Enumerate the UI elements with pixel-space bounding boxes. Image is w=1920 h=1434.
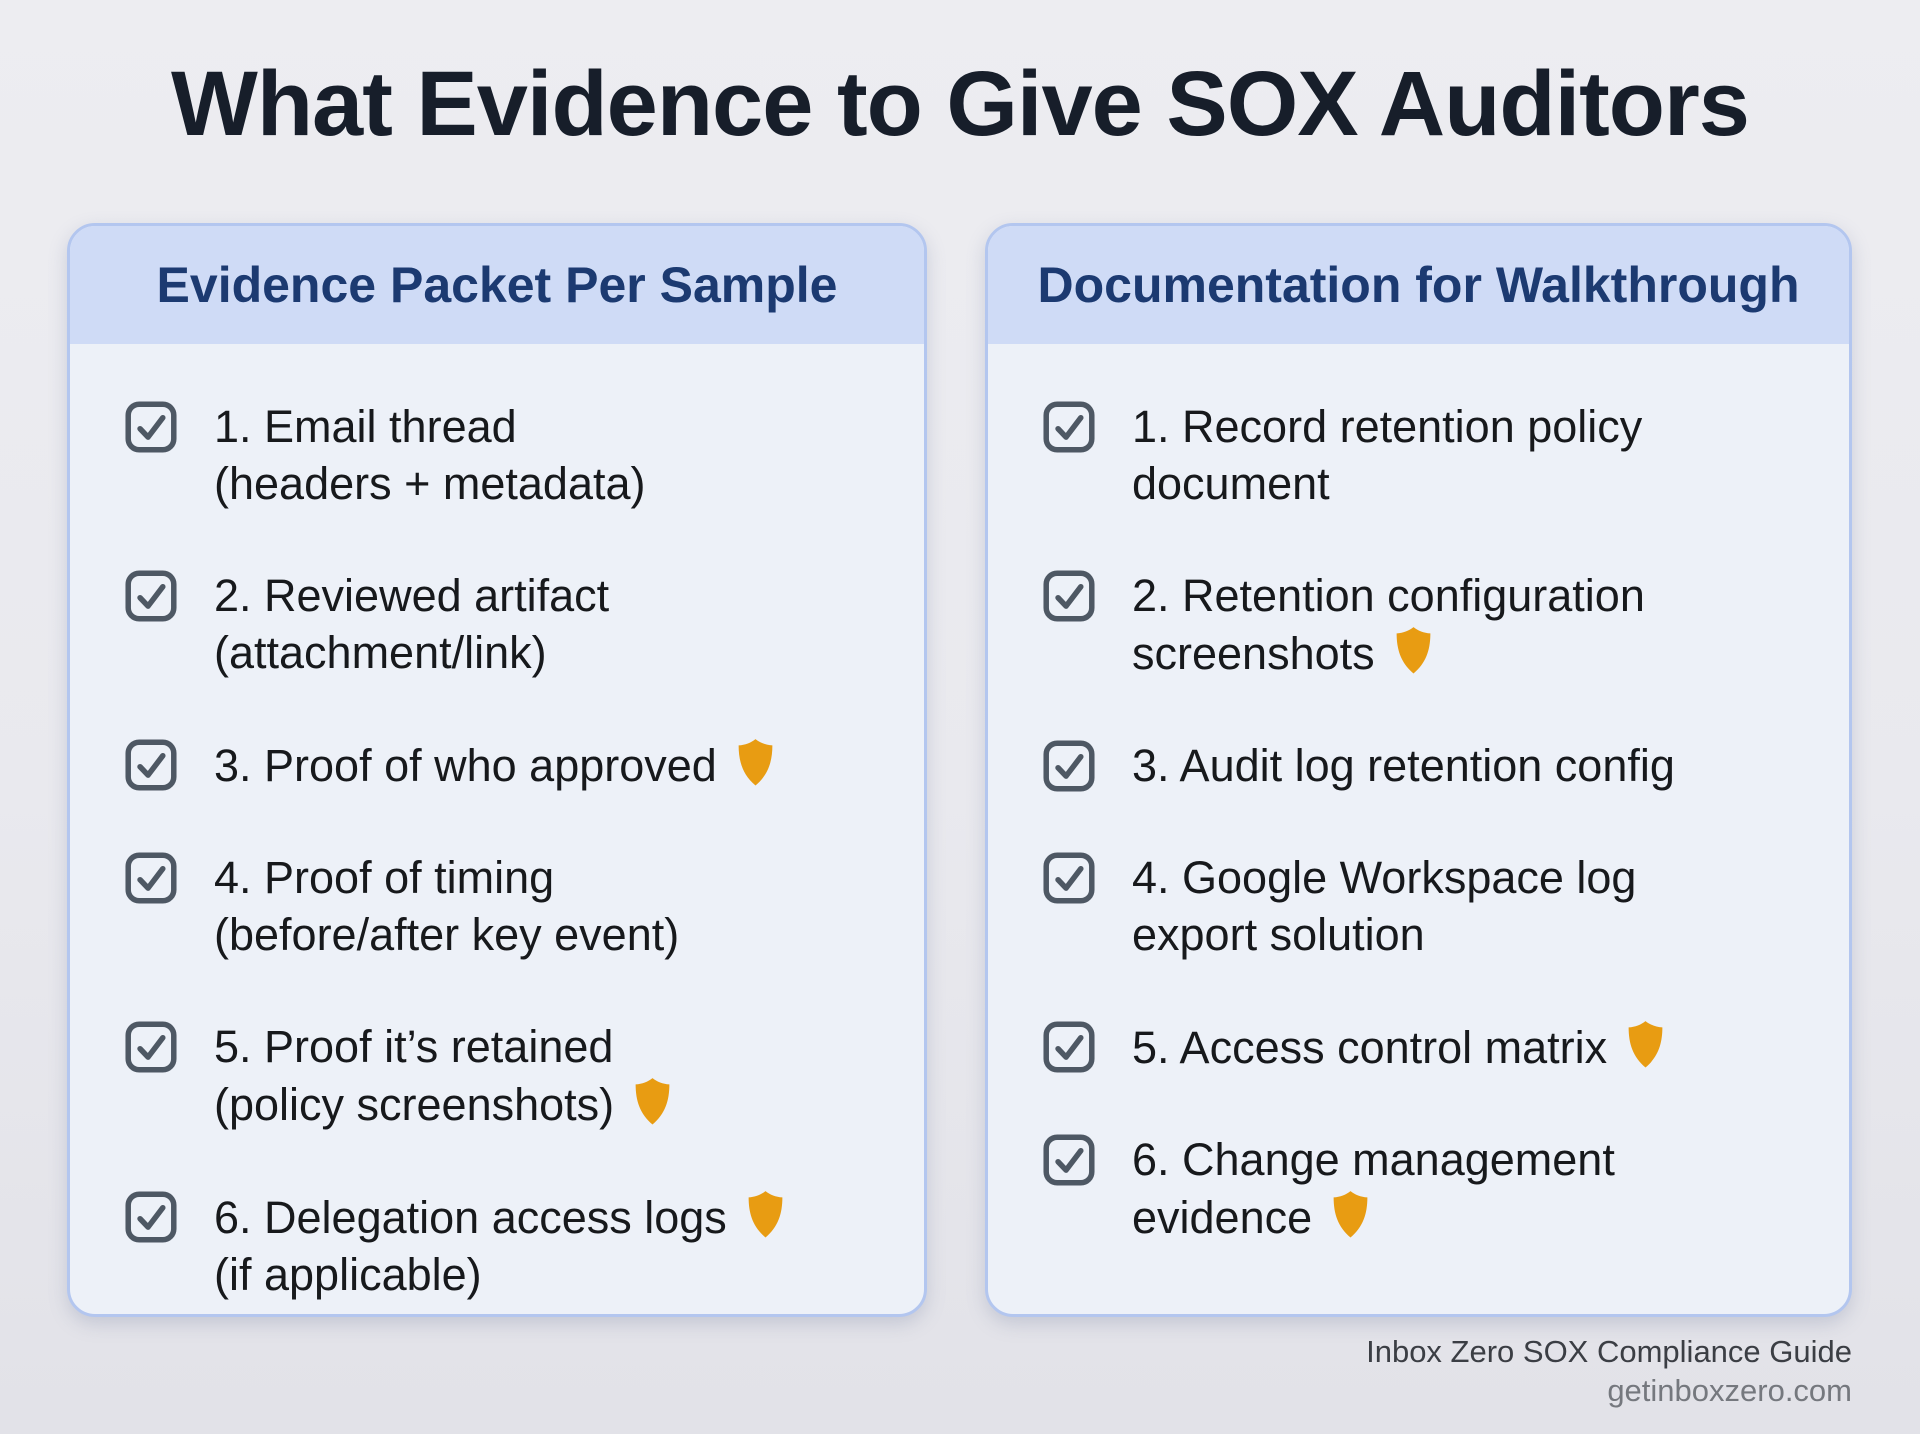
shield-icon — [733, 736, 778, 790]
checklist-item-line: (headers + metadata) — [214, 458, 646, 509]
checklist-item: 4. Google Workspace log export solution — [1042, 849, 1809, 963]
footer-guide-name: Inbox Zero SOX Compliance Guide — [1366, 1334, 1852, 1369]
checklist-item-text: 5. Access control matrix — [1132, 1018, 1668, 1076]
footer: Inbox Zero SOX Compliance Guide getinbox… — [1366, 1332, 1852, 1410]
checklist-item-line: 5. Access control matrix — [1132, 1022, 1608, 1073]
checklist-item: 2. Reviewed artifact (attachment/link) — [124, 567, 884, 681]
walkthrough-docs-card: Documentation for Walkthrough 1. Record … — [985, 223, 1852, 1317]
checklist-item-line: document — [1132, 458, 1330, 509]
checklist-item: 5. Proof it’s retained (policy screenshot… — [124, 1018, 884, 1133]
checkbox-checked-icon — [1042, 400, 1096, 454]
shield-icon — [1391, 624, 1436, 678]
checkbox-checked-icon — [1042, 569, 1096, 623]
checklist-item-line: evidence — [1132, 1192, 1313, 1243]
checklist-item-line: 1. Email thread — [214, 401, 517, 452]
checklist-item: 1. Record retention policy document — [1042, 398, 1809, 512]
evidence-packet-card-header: Evidence Packet Per Sample — [70, 226, 924, 344]
checkbox-checked-icon — [124, 1020, 178, 1074]
checklist-item-line: screenshots — [1132, 628, 1375, 679]
checklist-item: 4. Proof of timing (before/after key even… — [124, 849, 884, 963]
shield-icon — [630, 1075, 675, 1129]
checklist-item: 1. Email thread (headers + metadata) — [124, 398, 884, 512]
checkbox-checked-icon — [1042, 739, 1096, 793]
checklist-item-text: 3. Audit log retention config — [1132, 737, 1675, 794]
checklist-item: 3. Proof of who approved — [124, 736, 884, 794]
checklist-item-line: 2. Retention configuration — [1132, 570, 1645, 621]
shield-icon — [1623, 1018, 1668, 1072]
checkbox-checked-icon — [124, 851, 178, 905]
checkbox-checked-icon — [1042, 1020, 1096, 1074]
footer-website: getinboxzero.com — [1607, 1373, 1852, 1408]
checklist-item-line: (before/after key event) — [214, 909, 680, 960]
checklist-item-text: 4. Google Workspace log export solution — [1132, 849, 1636, 963]
checklist-item-line: (if applicable) — [214, 1249, 482, 1300]
checklist-item-line: 1. Record retention policy — [1132, 401, 1643, 452]
walkthrough-docs-checklist: 1. Record retention policy document 2. Ret… — [988, 344, 1849, 1246]
page-title: What Evidence to Give SOX Auditors — [171, 53, 1750, 155]
checkbox-checked-icon — [1042, 1133, 1096, 1187]
checklist-item-text: 5. Proof it’s retained (policy screenshot… — [214, 1018, 675, 1133]
checkbox-checked-icon — [124, 1190, 178, 1244]
checklist-item-text: 2. Reviewed artifact (attachment/link) — [214, 567, 609, 681]
checklist-item: 6. Delegation access logs (if applicable) — [124, 1188, 884, 1303]
checklist-item: 3. Audit log retention config — [1042, 737, 1809, 794]
checklist-item: 5. Access control matrix — [1042, 1018, 1809, 1076]
checklist-item-text: 6. Delegation access logs (if applicable) — [214, 1188, 788, 1303]
checklist-item-line: 6. Change management — [1132, 1134, 1615, 1185]
checklist-item-text: 4. Proof of timing (before/after key even… — [214, 849, 679, 963]
evidence-packet-card-title: Evidence Packet Per Sample — [156, 257, 838, 313]
evidence-packet-checklist: 1. Email thread (headers + metadata) 2. Re… — [70, 344, 924, 1303]
checklist-item-line: (policy screenshots) — [214, 1079, 615, 1130]
shield-icon — [743, 1188, 788, 1242]
evidence-packet-card: Evidence Packet Per Sample 1. Email thre… — [67, 223, 927, 1317]
checklist-item-line: 5. Proof it’s retained — [214, 1021, 614, 1072]
checkbox-checked-icon — [124, 569, 178, 623]
checklist-item-line: export solution — [1132, 909, 1425, 960]
checklist-item-line: 2. Reviewed artifact — [214, 570, 610, 621]
checklist-item-text: 2. Retention configuration screenshots — [1132, 567, 1645, 682]
checkbox-checked-icon — [124, 400, 178, 454]
checklist-item-text: 6. Change management evidence — [1132, 1131, 1615, 1246]
checklist-item-text: 1. Record retention policy document — [1132, 398, 1642, 512]
checklist-item-line: 3. Proof of who approved — [214, 740, 717, 791]
checklist-item-line: 3. Audit log retention config — [1132, 740, 1675, 791]
checklist-item-line: (attachment/link) — [214, 627, 547, 678]
checklist-item: 6. Change management evidence — [1042, 1131, 1809, 1246]
checklist-item-line: 4. Proof of timing — [214, 852, 555, 903]
checklist-item: 2. Retention configuration screenshots — [1042, 567, 1809, 682]
checklist-item-line: 4. Google Workspace log — [1132, 852, 1637, 903]
checklist-item-text: 1. Email thread (headers + metadata) — [214, 398, 646, 512]
checklist-item-line: 6. Delegation access logs — [214, 1192, 727, 1243]
checkbox-checked-icon — [1042, 851, 1096, 905]
walkthrough-docs-card-header: Documentation for Walkthrough — [988, 226, 1849, 344]
walkthrough-docs-card-title: Documentation for Walkthrough — [1037, 257, 1800, 313]
checklist-item-text: 3. Proof of who approved — [214, 736, 778, 794]
checkbox-checked-icon — [124, 738, 178, 792]
shield-icon — [1328, 1188, 1373, 1242]
